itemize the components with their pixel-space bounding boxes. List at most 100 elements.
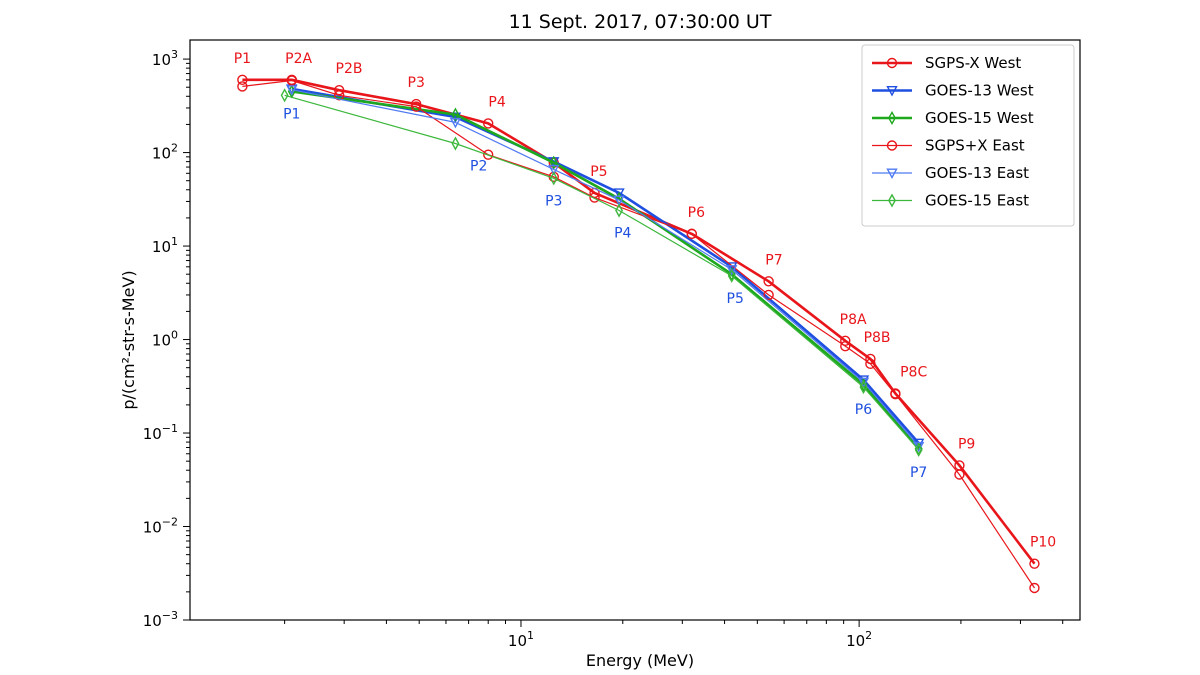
- series-line: [291, 87, 920, 444]
- series-goes-13-west: [286, 84, 925, 450]
- y-axis-label: p/(cm²-str-s-MeV): [119, 270, 138, 409]
- point-annotation: P6: [855, 402, 872, 418]
- data-point: [890, 389, 901, 400]
- legend-label: SGPS-X West: [925, 54, 1021, 72]
- data-point: [865, 358, 876, 370]
- data-point: [840, 340, 851, 352]
- legend-marker: [886, 57, 898, 69]
- data-point: [548, 164, 560, 176]
- data-point: [1029, 582, 1040, 594]
- data-point: [1029, 558, 1040, 569]
- data-point: [237, 81, 248, 92]
- data-point: [726, 265, 738, 276]
- x-tick-label: 102: [846, 629, 872, 650]
- data-point: [449, 117, 462, 129]
- data-point: [615, 203, 624, 218]
- point-annotation: P8C: [900, 364, 927, 380]
- data-point: [237, 74, 248, 86]
- data-point: [613, 188, 625, 199]
- series-goes-15-east: [280, 88, 923, 457]
- legend-label: GOES-13 East: [925, 164, 1029, 182]
- y-tick-label: 10−2: [143, 516, 178, 537]
- plot-frame: [189, 39, 1081, 621]
- data-point: [686, 228, 697, 240]
- legend-entry: SGPS-X West: [872, 54, 1021, 72]
- point-annotation: P3: [408, 75, 425, 91]
- legend-label: SGPS+X East: [925, 137, 1025, 155]
- point-annotation: P8B: [864, 330, 891, 346]
- y-tick-label: 10−3: [143, 609, 178, 630]
- y-tick-label: 100: [152, 329, 178, 350]
- y-tick-label: 10−1: [143, 422, 178, 443]
- data-point: [763, 289, 774, 301]
- point-annotation: P10: [1030, 535, 1056, 551]
- legend-entry: GOES-15 West: [872, 109, 1034, 127]
- chart-title: 11 Sept. 2017, 07:30:00 UT: [509, 11, 772, 33]
- series-line: [242, 79, 1036, 589]
- data-point: [286, 85, 298, 96]
- y-tick-label: 103: [152, 48, 178, 69]
- point-annotation: P3: [545, 193, 562, 209]
- legend-marker: [888, 110, 896, 126]
- legend-label: GOES-15 East: [925, 192, 1029, 210]
- legend-box: [861, 44, 1075, 227]
- point-annotation: P6: [688, 205, 705, 221]
- point-annotation: P5: [590, 164, 607, 180]
- data-point: [857, 377, 870, 389]
- series-goes-13-east: [286, 85, 925, 453]
- legend-entry: GOES-15 East: [872, 192, 1029, 210]
- data-point: [451, 136, 460, 151]
- legend-marker: [886, 168, 898, 179]
- legend-marker: [888, 193, 896, 208]
- point-annotation: P1: [283, 107, 300, 123]
- series-goes-15-west: [287, 84, 923, 456]
- point-annotation: P2B: [336, 61, 363, 77]
- annotation-layer: P1 P2A P2B P3 P4 P5 P6 P7 P8A P8B P8C P9 P10 P1 P2 P3 P4…: [234, 51, 1057, 551]
- legend-entry: SGPS+X East: [872, 137, 1025, 155]
- point-annotation: P4: [614, 226, 631, 242]
- data-point: [840, 335, 851, 346]
- data-point: [280, 88, 289, 103]
- data-point: [411, 101, 422, 112]
- legend-marker: [886, 140, 898, 151]
- legend-entry: GOES-13 East: [872, 164, 1029, 182]
- point-annotation: P1: [234, 51, 251, 67]
- legend: SGPS-X West GOES-13 West GOES-15 West SGPS+…: [861, 44, 1075, 227]
- series-line: [284, 94, 920, 451]
- series-line: [291, 90, 920, 450]
- point-annotation: P5: [727, 291, 744, 307]
- legend-label: GOES-15 West: [925, 109, 1034, 127]
- data-point: [451, 107, 460, 122]
- point-annotation: P2A: [285, 51, 312, 67]
- point-annotation: P7: [765, 252, 782, 268]
- data-point: [483, 118, 494, 129]
- tick-layer: 101 102 103 102 101 100 10−1 10−2 10−3: [143, 48, 1064, 650]
- series-layer: [237, 74, 1040, 594]
- legend-label: GOES-13 West: [925, 82, 1034, 100]
- legend-marker: [886, 85, 898, 97]
- x-tick-label: 101: [508, 629, 534, 650]
- data-point: [589, 192, 600, 203]
- series-line: [291, 89, 920, 447]
- data-point: [727, 267, 736, 282]
- data-point: [954, 469, 965, 480]
- data-point: [286, 75, 297, 86]
- point-annotation: P4: [488, 94, 505, 110]
- y-tick-label: 102: [152, 142, 178, 163]
- point-annotation: P2: [470, 159, 487, 175]
- point-annotation: P9: [958, 436, 975, 452]
- data-point: [727, 268, 736, 283]
- data-point: [613, 195, 625, 207]
- data-point: [914, 442, 923, 457]
- data-point: [549, 171, 558, 186]
- x-axis-label: Energy (MeV): [586, 651, 694, 670]
- data-point: [549, 155, 558, 170]
- legend-entry: GOES-13 West: [872, 82, 1034, 100]
- data-point: [483, 149, 494, 160]
- data-point: [763, 276, 774, 287]
- point-annotation: P7: [910, 465, 927, 481]
- series-sgps-x-east: [237, 75, 1040, 594]
- y-tick-label: 101: [152, 235, 178, 256]
